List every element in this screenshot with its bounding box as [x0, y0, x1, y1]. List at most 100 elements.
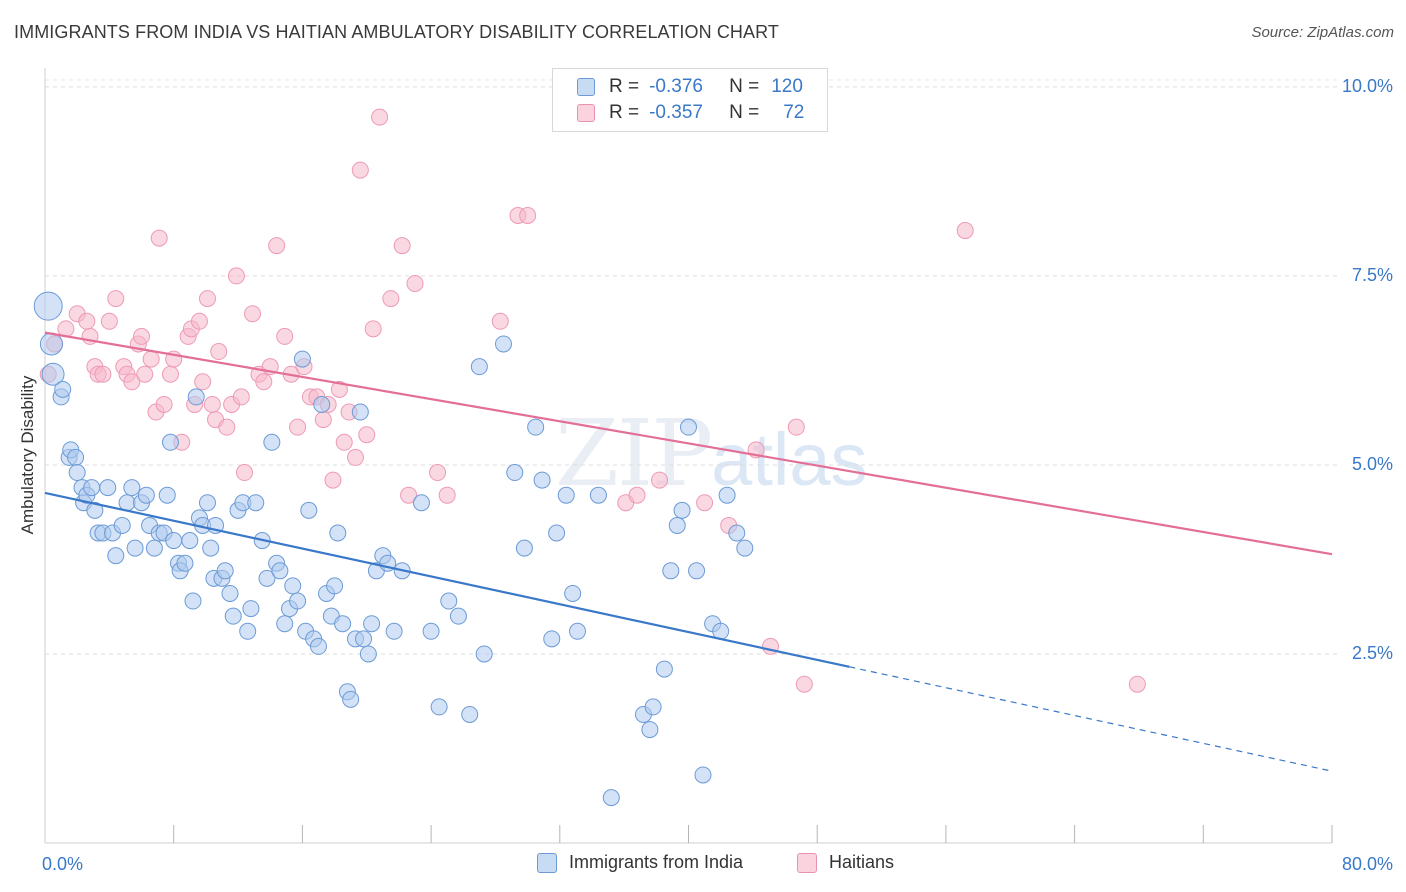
bottom-legend-swatch-haitians: [797, 852, 817, 873]
haitians-point: [324, 471, 342, 489]
india-point: [216, 562, 234, 580]
legend-swatch-india: [577, 78, 595, 96]
india-point: [334, 615, 352, 633]
india-point: [430, 698, 448, 716]
legend-r-value: -0.376: [649, 76, 703, 97]
india-point: [359, 645, 377, 663]
india-point: [258, 569, 276, 587]
haitians-point: [94, 365, 112, 383]
haitians-point: [190, 312, 208, 330]
x-tick-label: 80.0%: [1342, 854, 1393, 874]
india-point: [506, 464, 524, 482]
india-point: [263, 433, 281, 451]
x-tick-label: 0.0%: [42, 854, 83, 874]
legend-r-label: R =: [609, 76, 640, 97]
legend-row-india: R = -0.376 N = 120: [577, 75, 803, 99]
haitians-point: [429, 464, 447, 482]
india-point: [161, 433, 179, 451]
india-point: [107, 547, 125, 565]
india-trend-line-extrapolated: [849, 666, 1333, 772]
india-point: [449, 607, 467, 625]
india-point: [239, 622, 257, 640]
india-point: [680, 418, 697, 436]
india-point: [728, 524, 746, 542]
india-point: [342, 690, 360, 708]
india-point: [557, 486, 575, 504]
haitians-point: [289, 418, 307, 436]
haitians-point: [393, 237, 411, 255]
haitians-point: [795, 675, 813, 693]
india-point: [284, 577, 302, 595]
haitians-point: [628, 486, 646, 504]
india-point: [688, 562, 706, 580]
india-point: [422, 622, 440, 640]
haitians-point: [491, 312, 509, 330]
haitians-trend-line: [44, 331, 1333, 556]
india-point: [221, 584, 239, 602]
india-point: [543, 630, 561, 648]
haitians-point: [519, 206, 537, 224]
legend-n-value: 72: [783, 102, 805, 123]
chart-title: IMMIGRANTS FROM INDIA VS HAITIAN AMBULAT…: [14, 22, 780, 42]
india-point: [533, 471, 551, 489]
india-point: [515, 539, 533, 557]
india-point: [548, 524, 566, 542]
bottom-legend-swatch-india: [537, 852, 557, 873]
india-point: [668, 516, 686, 534]
legend-swatch-haitians: [577, 104, 595, 122]
india-point: [662, 562, 680, 580]
haitians-point: [400, 486, 418, 504]
india-point: [470, 358, 488, 376]
india-point: [440, 592, 458, 610]
y-tick-label: 10.0%: [1342, 76, 1393, 96]
haitians-point: [107, 290, 125, 308]
haitians-point: [696, 494, 714, 512]
india-point: [224, 607, 242, 625]
india-point: [165, 532, 183, 550]
haitians-point: [1128, 675, 1146, 693]
haitians-point: [203, 395, 221, 413]
haitians-point: [210, 343, 228, 361]
bottom-legend-haitians: Haitians: [797, 852, 894, 873]
haitians-point: [364, 320, 382, 338]
source-label: Source: ZipAtlas.com: [1251, 24, 1394, 41]
india-point: [293, 350, 311, 368]
india-point: [83, 479, 101, 497]
india-point: [41, 362, 65, 386]
haitians-point: [651, 471, 669, 489]
india-point: [363, 615, 381, 633]
haitians-point: [235, 464, 253, 482]
india-point: [412, 494, 430, 512]
india-point: [655, 660, 673, 678]
legend-row-haitians: R = -0.357 N = 72: [577, 101, 804, 125]
haitians-point: [100, 312, 118, 330]
india-point: [33, 291, 63, 321]
bottom-legend-label-haitians: Haitians: [829, 852, 895, 872]
haitians-point: [123, 373, 141, 391]
haitians-point: [232, 388, 250, 406]
india-point: [184, 592, 202, 610]
india-point: [113, 516, 131, 534]
india-point: [271, 562, 289, 580]
haitians-point: [351, 161, 369, 179]
india-point: [475, 645, 493, 663]
haitians-point: [335, 433, 353, 451]
india-point: [351, 403, 369, 421]
india-point: [276, 615, 294, 633]
india-point: [99, 479, 117, 497]
india-point: [355, 630, 373, 648]
india-point: [242, 600, 260, 618]
india-point: [181, 532, 199, 550]
india-point: [68, 464, 86, 482]
india-point: [329, 524, 347, 542]
haitians-point: [314, 411, 332, 429]
y-tick-label: 7.5%: [1352, 265, 1393, 285]
india-point: [145, 539, 163, 557]
india-point: [202, 539, 220, 557]
haitians-point: [78, 312, 96, 330]
india-point: [736, 539, 754, 557]
haitians-point: [142, 350, 160, 368]
india-point: [313, 395, 331, 413]
haitians-point: [268, 237, 286, 255]
